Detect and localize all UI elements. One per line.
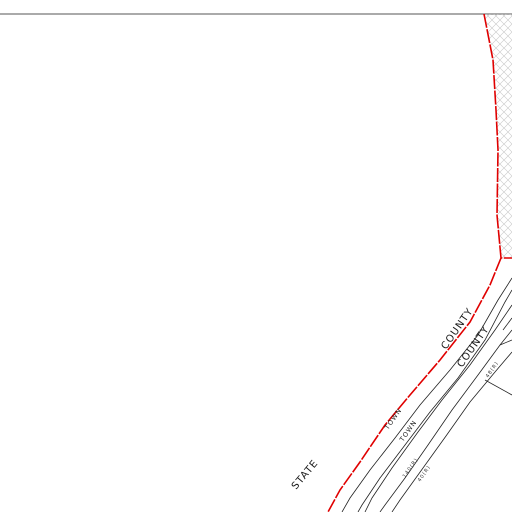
hatched-parcel — [484, 14, 512, 258]
road-linework — [341, 277, 512, 512]
label-state: STATE — [290, 458, 321, 492]
label-town-outer: TOWN — [383, 407, 404, 432]
boundary-line — [327, 13, 512, 512]
